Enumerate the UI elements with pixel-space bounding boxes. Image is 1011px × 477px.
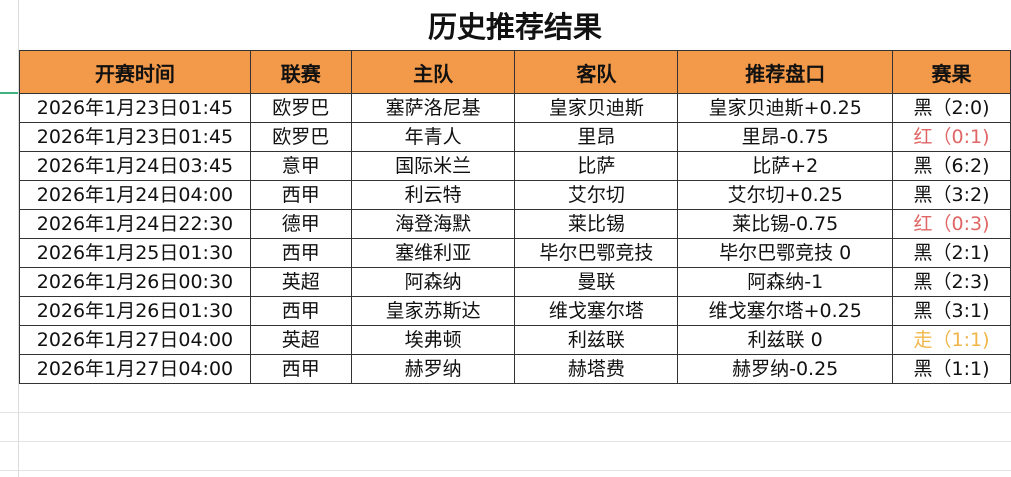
away-cell[interactable]: 比萨 (514, 151, 679, 181)
result-cell[interactable]: 黑（1:1) (892, 354, 1011, 384)
away-cell[interactable]: 赫塔费 (514, 354, 679, 384)
column-header[interactable]: 赛果 (892, 50, 1011, 94)
kickoff-cell[interactable]: 2026年1月24日04:00 (19, 180, 251, 210)
league-cell[interactable]: 西甲 (249, 354, 352, 384)
home-cell[interactable]: 赫罗纳 (350, 354, 516, 384)
kickoff-cell[interactable]: 2026年1月26日01:30 (19, 296, 251, 326)
result-cell[interactable]: 红（0:1) (892, 122, 1011, 152)
league-cell[interactable]: 欧罗巴 (249, 122, 352, 152)
league-cell[interactable]: 西甲 (249, 296, 352, 326)
row-header-gutter (0, 0, 19, 477)
away-cell[interactable]: 莱比锡 (514, 209, 679, 239)
gridline (0, 412, 1011, 413)
away-cell[interactable]: 毕尔巴鄂竞技 (514, 238, 679, 268)
pick-cell[interactable]: 比萨+2 (677, 151, 894, 181)
result-cell[interactable]: 走（1:1) (892, 325, 1011, 355)
kickoff-cell[interactable]: 2026年1月23日01:45 (19, 122, 251, 152)
column-header[interactable]: 推荐盘口 (677, 50, 894, 94)
table-row: 2026年1月26日01:30 西甲 皇家苏斯达 维戈塞尔塔 维戈塞尔塔+0.25 黑（3… (19, 296, 1011, 326)
table-row: 2026年1月26日00:30 英超 阿森纳 曼联 阿森纳-1 黑（2:3) (19, 267, 1011, 297)
pick-cell[interactable]: 利兹联 0 (677, 325, 894, 355)
home-cell[interactable]: 年青人 (350, 122, 516, 152)
column-header[interactable]: 联赛 (249, 50, 352, 94)
result-cell[interactable]: 黑（2:1) (892, 238, 1011, 268)
league-cell[interactable]: 欧罗巴 (249, 93, 352, 123)
home-cell[interactable]: 海登海默 (350, 209, 516, 239)
table-row: 2026年1月23日01:45 欧罗巴 年青人 里昂 里昂-0.75 红（0:1) (19, 122, 1011, 152)
column-header[interactable]: 开赛时间 (19, 50, 251, 94)
kickoff-cell[interactable]: 2026年1月24日22:30 (19, 209, 251, 239)
home-cell[interactable]: 塞萨洛尼基 (350, 93, 516, 123)
away-cell[interactable]: 皇家贝迪斯 (514, 93, 679, 123)
home-cell[interactable]: 利云特 (350, 180, 516, 210)
table-row: 2026年1月27日04:00 西甲 赫罗纳 赫塔费 赫罗纳-0.25 黑（1:1) (19, 354, 1011, 384)
pick-cell[interactable]: 阿森纳-1 (677, 267, 894, 297)
table-row: 2026年1月27日04:00 英超 埃弗顿 利兹联 利兹联 0 走（1:1) (19, 325, 1011, 355)
table-row: 2026年1月24日22:30 德甲 海登海默 莱比锡 莱比锡-0.75 红（0:3) (19, 209, 1011, 239)
home-cell[interactable]: 塞维利亚 (350, 238, 516, 268)
column-header[interactable]: 客队 (514, 50, 679, 94)
pick-cell[interactable]: 维戈塞尔塔+0.25 (677, 296, 894, 326)
table-row: 2026年1月24日03:45 意甲 国际米兰 比萨 比萨+2 黑（6:2) (19, 151, 1011, 181)
result-cell[interactable]: 黑（3:2) (892, 180, 1011, 210)
home-cell[interactable]: 皇家苏斯达 (350, 296, 516, 326)
league-cell[interactable]: 英超 (249, 325, 352, 355)
gridline (0, 470, 1011, 471)
result-cell[interactable]: 红（0:3) (892, 209, 1011, 239)
result-cell[interactable]: 黑（3:1) (892, 296, 1011, 326)
away-cell[interactable]: 维戈塞尔塔 (514, 296, 679, 326)
gridline (0, 441, 1011, 442)
table-row: 2026年1月25日01:30 西甲 塞维利亚 毕尔巴鄂竞技 毕尔巴鄂竞技 0 黑（2:1… (19, 238, 1011, 268)
table-row: 2026年1月24日04:00 西甲 利云特 艾尔切 艾尔切+0.25 黑（3:2) (19, 180, 1011, 210)
pick-cell[interactable]: 里昂-0.75 (677, 122, 894, 152)
league-cell[interactable]: 德甲 (249, 209, 352, 239)
pick-cell[interactable]: 莱比锡-0.75 (677, 209, 894, 239)
pick-cell[interactable]: 艾尔切+0.25 (677, 180, 894, 210)
league-cell[interactable]: 西甲 (249, 180, 352, 210)
result-cell[interactable]: 黑（2:0) (892, 93, 1011, 123)
kickoff-cell[interactable]: 2026年1月27日04:00 (19, 325, 251, 355)
away-cell[interactable]: 里昂 (514, 122, 679, 152)
result-cell[interactable]: 黑（2:3) (892, 267, 1011, 297)
league-cell[interactable]: 西甲 (249, 238, 352, 268)
home-cell[interactable]: 阿森纳 (350, 267, 516, 297)
kickoff-cell[interactable]: 2026年1月25日01:30 (19, 238, 251, 268)
kickoff-cell[interactable]: 2026年1月26日00:30 (19, 267, 251, 297)
away-cell[interactable]: 艾尔切 (514, 180, 679, 210)
kickoff-cell[interactable]: 2026年1月27日04:00 (19, 354, 251, 384)
home-cell[interactable]: 国际米兰 (350, 151, 516, 181)
pick-cell[interactable]: 赫罗纳-0.25 (677, 354, 894, 384)
kickoff-cell[interactable]: 2026年1月24日03:45 (19, 151, 251, 181)
pick-cell[interactable]: 皇家贝迪斯+0.25 (677, 93, 894, 123)
table-row: 2026年1月23日01:45 欧罗巴 塞萨洛尼基 皇家贝迪斯 皇家贝迪斯+0.25 黑（… (19, 93, 1011, 123)
pick-cell[interactable]: 毕尔巴鄂竞技 0 (677, 238, 894, 268)
results-table: 开赛时间 联赛 主队 客队 推荐盘口 赛果 2026年1月23日01:45 欧罗巴 塞萨洛尼基… (19, 50, 1011, 384)
league-cell[interactable]: 意甲 (249, 151, 352, 181)
away-cell[interactable]: 利兹联 (514, 325, 679, 355)
league-cell[interactable]: 英超 (249, 267, 352, 297)
column-header[interactable]: 主队 (350, 50, 516, 94)
header-row: 开赛时间 联赛 主队 客队 推荐盘口 赛果 (19, 50, 1011, 94)
kickoff-cell[interactable]: 2026年1月23日01:45 (19, 93, 251, 123)
away-cell[interactable]: 曼联 (514, 267, 679, 297)
sheet-title: 历史推荐结果 (427, 10, 602, 44)
home-cell[interactable]: 埃弗顿 (350, 325, 516, 355)
selected-row-indicator (0, 92, 18, 94)
result-cell[interactable]: 黑（6:2) (892, 151, 1011, 181)
